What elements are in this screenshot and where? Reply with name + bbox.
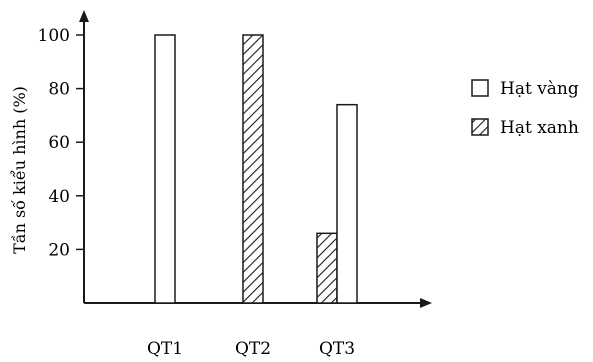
y-ticks: 20 40 60 80 100 bbox=[38, 26, 84, 260]
bar-hat-xanh-qt3 bbox=[316, 232, 338, 304]
category-label-qt3: QT3 bbox=[319, 339, 355, 359]
legend-swatch-hatched bbox=[471, 118, 489, 136]
bar-hat-vang-qt1 bbox=[154, 34, 176, 304]
y-tick-label: 40 bbox=[48, 187, 70, 207]
legend-label-hat-vang: Hạt vàng bbox=[500, 79, 579, 99]
legend-swatch-white bbox=[471, 79, 489, 97]
y-tick-label: 80 bbox=[48, 80, 70, 100]
x-axis-arrow bbox=[420, 298, 432, 308]
bar-hat-vang-qt3 bbox=[336, 103, 358, 304]
legend-item-hat-xanh: Hạt xanh bbox=[471, 118, 579, 138]
category-label-qt1: QT1 bbox=[147, 339, 183, 359]
y-axis-arrow bbox=[79, 10, 89, 22]
y-tick-label: 60 bbox=[48, 133, 70, 153]
category-labels: QT1 QT2 QT3 bbox=[147, 339, 355, 359]
legend-item-hat-vang: Hạt vàng bbox=[471, 79, 579, 99]
bars bbox=[154, 34, 358, 304]
y-tick-label: 100 bbox=[38, 26, 70, 46]
y-axis-title: Tần số kiểu hình (%) bbox=[10, 86, 29, 254]
legend-label-hat-xanh: Hạt xanh bbox=[500, 118, 579, 138]
legend: Hạt vàng Hạt xanh bbox=[471, 79, 579, 138]
bar-hat-xanh-qt2 bbox=[242, 34, 264, 304]
y-tick-label: 20 bbox=[48, 240, 70, 260]
category-label-qt2: QT2 bbox=[235, 339, 271, 359]
